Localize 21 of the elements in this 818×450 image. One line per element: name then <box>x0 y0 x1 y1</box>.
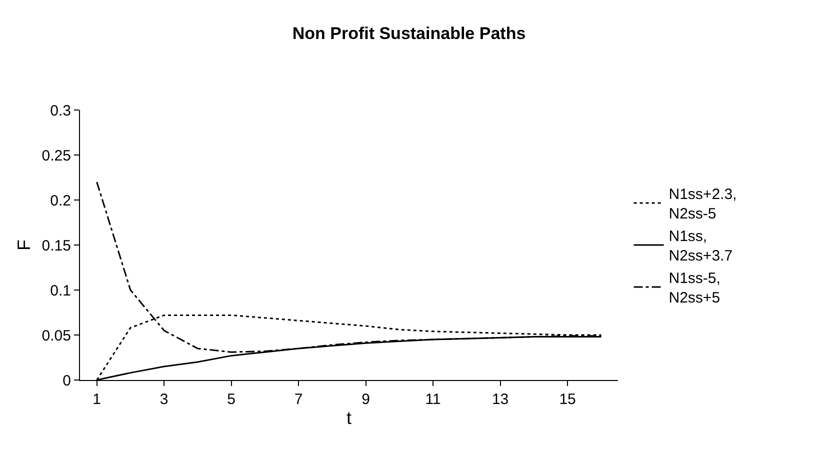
x-tick-label: 7 <box>294 391 303 408</box>
x-tick-label: 3 <box>160 391 168 408</box>
legend-label: N1ss, N2ss+3.7 <box>668 228 733 265</box>
x-tick-label: 9 <box>362 391 370 408</box>
x-tick-label: 11 <box>425 391 441 408</box>
x-tick-label: 15 <box>559 391 576 408</box>
legend-label: N1ss+2.3, N2ss-5 <box>668 186 737 223</box>
legend-label: N1ss-5, N2ss+5 <box>668 270 720 307</box>
x-tick-label: 5 <box>227 391 236 408</box>
x-axis-title: t <box>346 408 352 428</box>
y-tick-label: 0.3 <box>50 102 71 120</box>
x-tick-label: 13 <box>492 391 509 408</box>
y-tick-label: 0.25 <box>42 147 71 164</box>
x-tick-label: 1 <box>92 391 101 408</box>
y-tick-label: 0.15 <box>42 237 71 254</box>
y-tick-label: 0.2 <box>50 192 71 210</box>
y-tick-label: 0 <box>62 372 71 390</box>
y-tick-label: 0.05 <box>42 327 71 344</box>
chart-title: Non Profit Sustainable Paths <box>292 24 526 43</box>
y-tick-label: 0.1 <box>50 282 71 300</box>
y-axis-title: F <box>14 240 34 250</box>
